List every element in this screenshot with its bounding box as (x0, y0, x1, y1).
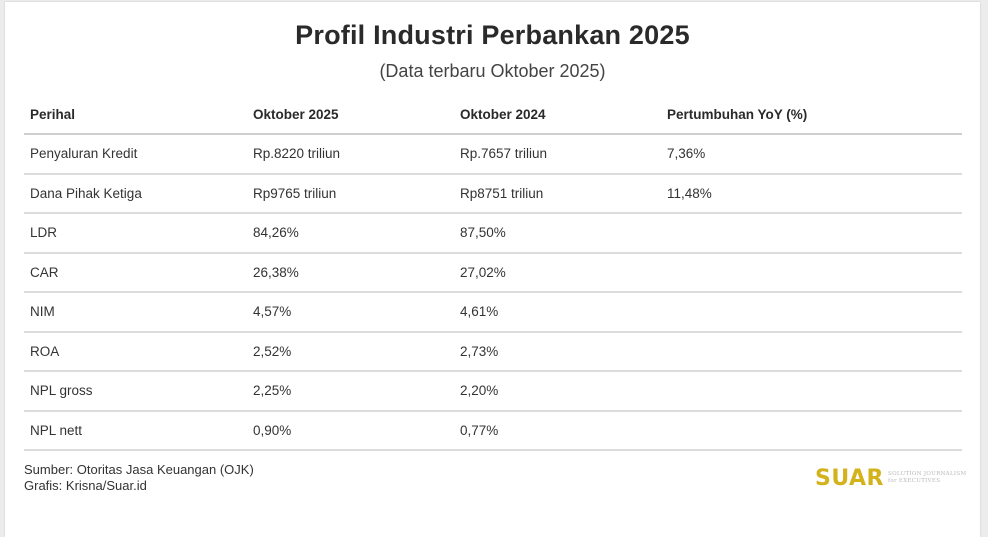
cell-yoy (661, 292, 962, 333)
cell-oktober-2025: Rp9765 triliun (247, 173, 454, 214)
cell-perihal: LDR (24, 213, 247, 254)
cell-yoy: 11,48% (661, 173, 962, 214)
cell-perihal: CAR (24, 252, 247, 293)
source-footer: Sumber: Otoritas Jasa Keuangan (OJK) Gra… (24, 462, 254, 494)
table-row: NPL nett 0,90% 0,77% (24, 410, 962, 451)
cell-oktober-2025: 84,26% (247, 213, 454, 254)
cell-perihal: Dana Pihak Ketiga (24, 173, 247, 214)
header-oktober-2025: Oktober 2025 (247, 95, 454, 135)
cell-yoy (661, 331, 962, 372)
page-subtitle: (Data terbaru Oktober 2025) (379, 61, 606, 81)
cell-perihal: NIM (24, 292, 247, 333)
cell-oktober-2024: 27,02% (454, 252, 661, 293)
cell-yoy (661, 371, 962, 412)
cell-oktober-2024: 2,73% (454, 331, 661, 372)
table-row: NPL gross 2,25% 2,20% (24, 371, 962, 412)
cell-oktober-2025: 4,57% (247, 292, 454, 333)
cell-oktober-2024: 87,50% (454, 213, 661, 254)
cell-oktober-2025: Rp.8220 triliun (247, 134, 454, 175)
table-row: Penyaluran Kredit Rp.8220 triliun Rp.765… (24, 134, 962, 175)
header-perihal: Perihal (24, 95, 247, 135)
logo-tagline-line1: SOLUTION JOURNALISM (888, 471, 967, 477)
table-row: LDR 84,26% 87,50% (24, 213, 962, 254)
logo-wordmark: SUAR (815, 465, 884, 491)
cell-oktober-2024: 2,20% (454, 371, 661, 412)
infographic-card: Profil Industri Perbankan 2025 (Data ter… (5, 2, 980, 537)
source-text: Sumber: Otoritas Jasa Keuangan (OJK) (24, 462, 254, 477)
cell-yoy (661, 213, 962, 254)
cell-yoy: 7,36% (661, 134, 962, 175)
banking-profile-table: Perihal Oktober 2025 Oktober 2024 Pertum… (24, 95, 962, 451)
cell-oktober-2025: 26,38% (247, 252, 454, 293)
cell-perihal: Penyaluran Kredit (24, 134, 247, 175)
cell-yoy (661, 410, 962, 451)
suar-logo: SUAR SOLUTION JOURNALISM for EXECUTIVES (815, 465, 966, 491)
graphic-credit: Grafis: Krisna/Suar.id (24, 478, 147, 493)
cell-oktober-2025: 2,52% (247, 331, 454, 372)
cell-yoy (661, 252, 962, 293)
table-row: NIM 4,57% 4,61% (24, 292, 962, 333)
cell-perihal: ROA (24, 331, 247, 372)
table-row: CAR 26,38% 27,02% (24, 252, 962, 293)
cell-perihal: NPL nett (24, 410, 247, 451)
cell-perihal: NPL gross (24, 371, 247, 412)
cell-oktober-2024: Rp8751 triliun (454, 173, 661, 214)
cell-oktober-2025: 2,25% (247, 371, 454, 412)
header-oktober-2024: Oktober 2024 (454, 95, 661, 135)
logo-tagline: SOLUTION JOURNALISM for EXECUTIVES (888, 471, 966, 485)
cell-oktober-2025: 0,90% (247, 410, 454, 451)
cell-oktober-2024: 0,77% (454, 410, 661, 451)
table-row: Dana Pihak Ketiga Rp9765 triliun Rp8751 … (24, 173, 962, 214)
cell-oktober-2024: 4,61% (454, 292, 661, 333)
cell-oktober-2024: Rp.7657 triliun (454, 134, 661, 175)
logo-tagline-line2: for EXECUTIVES (888, 478, 941, 484)
table-row: ROA 2,52% 2,73% (24, 331, 962, 372)
page-title: Profil Industri Perbankan 2025 (295, 20, 690, 50)
header-pertumbuhan-yoy: Pertumbuhan YoY (%) (661, 95, 962, 135)
table-header-row: Perihal Oktober 2025 Oktober 2024 Pertum… (24, 95, 962, 135)
